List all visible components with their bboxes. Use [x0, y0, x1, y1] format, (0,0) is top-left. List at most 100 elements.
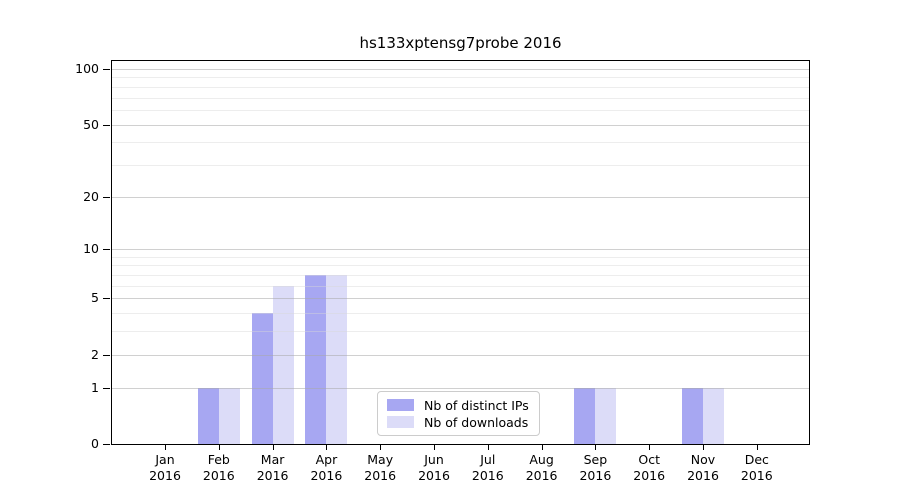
- x-tick-label: Jan 2016: [133, 452, 197, 484]
- legend-swatch-distinct-ips-icon: [387, 399, 414, 411]
- x-tick-mark: [434, 445, 435, 450]
- gridline-minor: [112, 164, 809, 166]
- legend-item-distinct-ips: Nb of distinct IPs: [387, 397, 529, 413]
- gridline-major: [112, 354, 809, 356]
- x-tick-month: Jan: [155, 452, 175, 467]
- x-tick-year: 2016: [471, 468, 504, 483]
- x-tick-label: Dec 2016: [725, 452, 789, 484]
- x-tick-year: 2016: [256, 468, 289, 483]
- x-tick-month: Aug: [529, 452, 554, 467]
- x-tick-mark: [326, 445, 328, 450]
- x-tick-month: Apr: [315, 452, 338, 467]
- x-tick-year: 2016: [579, 468, 612, 483]
- bar-downloads: [703, 388, 724, 444]
- y-tick-mark: [103, 444, 110, 445]
- x-tick-label: Aug 2016: [510, 452, 574, 484]
- y-tick-label: 2: [91, 346, 99, 362]
- y-tick-mark: [103, 387, 110, 389]
- x-tick-mark: [649, 445, 651, 450]
- x-tick-label: May 2016: [348, 452, 412, 484]
- x-tick-year: 2016: [202, 468, 235, 483]
- gridline-minor: [112, 256, 809, 258]
- x-tick-month: Oct: [638, 452, 660, 467]
- legend-label: Nb of distinct IPs: [424, 397, 529, 413]
- x-tick-mark: [487, 445, 489, 450]
- x-tick-year: 2016: [310, 468, 343, 483]
- x-tick-month: May: [367, 452, 394, 467]
- x-tick-label: Feb 2016: [187, 452, 251, 484]
- gridline-major: [112, 196, 809, 198]
- y-tick-label: 5: [91, 290, 99, 306]
- chart-title: hs133xptensg7probe 2016: [359, 34, 562, 52]
- x-tick-year: 2016: [633, 468, 666, 483]
- x-tick-month: Sep: [583, 452, 608, 467]
- x-tick-label: Oct 2016: [617, 452, 681, 484]
- gridline-major: [112, 249, 809, 251]
- bar-downloads: [272, 286, 294, 444]
- x-tick-mark: [272, 445, 274, 450]
- x-tick-year: 2016: [687, 468, 719, 483]
- x-tick-year: 2016: [418, 468, 450, 483]
- gridline-major: [112, 69, 809, 70]
- y-tick-mark: [103, 69, 110, 70]
- x-tick-label: Nov 2016: [671, 452, 735, 484]
- x-tick-mark: [541, 445, 543, 450]
- gridline-minor: [112, 86, 809, 88]
- y-tick-label: 50: [83, 116, 99, 132]
- x-tick-year: 2016: [364, 468, 397, 483]
- bar-distinct-ips: [251, 313, 273, 444]
- y-tick-label: 1: [91, 379, 99, 395]
- legend-swatch-downloads-icon: [387, 416, 414, 428]
- legend-label: Nb of downloads: [424, 414, 529, 430]
- x-tick-month: Jun: [424, 452, 444, 467]
- gridline-minor: [112, 77, 809, 79]
- bar-distinct-ips: [574, 388, 596, 444]
- gridline-major: [112, 298, 809, 300]
- y-tick-label: 100: [75, 61, 99, 76]
- y-tick-label: 0: [91, 436, 99, 451]
- x-tick-label: Sep 2016: [563, 452, 627, 484]
- y-tick-mark: [103, 196, 110, 198]
- bar-downloads: [218, 388, 240, 444]
- legend: Nb of distinct IPs Nb of downloads: [377, 391, 540, 436]
- y-tick-mark: [103, 124, 110, 126]
- gridline-minor: [112, 275, 809, 277]
- gridline-minor: [112, 142, 809, 144]
- y-tick-label: 20: [83, 188, 99, 204]
- x-tick-mark: [218, 445, 220, 450]
- bar-distinct-ips: [682, 388, 703, 444]
- y-tick-mark: [103, 298, 110, 300]
- bar-downloads: [595, 388, 617, 444]
- gridline-minor: [112, 313, 809, 315]
- x-tick-mark: [595, 445, 597, 450]
- legend-item-downloads: Nb of downloads: [387, 414, 529, 430]
- gridline-minor: [112, 331, 809, 333]
- x-tick-label: Jun 2016: [402, 452, 466, 484]
- x-tick-label: Apr 2016: [294, 452, 358, 484]
- plot-area: [111, 60, 810, 445]
- bar-downloads: [326, 275, 348, 444]
- x-tick-month: Mar: [260, 452, 285, 467]
- gridline-minor: [112, 265, 809, 267]
- gridline-major: [112, 124, 809, 126]
- x-tick-mark: [165, 445, 166, 450]
- bar-distinct-ips: [305, 275, 327, 444]
- bar-distinct-ips: [197, 388, 219, 444]
- gridline-minor: [112, 97, 809, 99]
- x-tick-mark: [756, 445, 758, 450]
- gridline-minor: [112, 109, 809, 111]
- y-tick-label: 10: [83, 241, 99, 257]
- gridline-minor: [112, 285, 809, 287]
- x-tick-month: Jul: [480, 452, 496, 467]
- x-tick-mark: [703, 445, 704, 450]
- x-tick-label: Jul 2016: [456, 452, 520, 484]
- y-tick-mark: [103, 354, 110, 356]
- x-tick-month: Nov: [690, 452, 716, 467]
- x-tick-month: Feb: [207, 452, 230, 467]
- x-tick-label: Mar 2016: [241, 452, 305, 484]
- x-tick-year: 2016: [740, 468, 773, 483]
- x-tick-year: 2016: [149, 468, 181, 483]
- x-tick-month: Dec: [744, 452, 769, 467]
- x-tick-year: 2016: [525, 468, 558, 483]
